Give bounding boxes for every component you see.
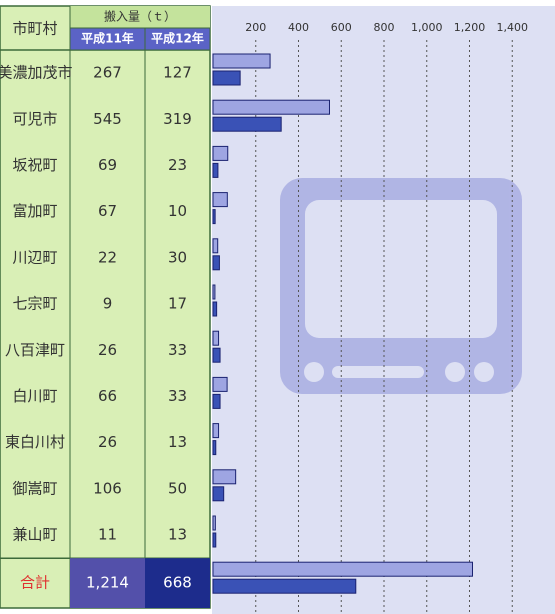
- table-value: 30: [168, 248, 187, 266]
- table-value: 67: [98, 202, 117, 220]
- bar: [212, 192, 228, 208]
- bar: [212, 53, 271, 69]
- bar: [212, 423, 220, 439]
- bar: [212, 393, 221, 409]
- bar: [212, 284, 216, 300]
- bar: [212, 347, 221, 363]
- table-value: 9: [103, 295, 113, 313]
- row-label: 可児市: [12, 110, 57, 128]
- bar: [212, 561, 473, 577]
- table-value: 319: [163, 110, 192, 128]
- table-value: 545: [93, 110, 122, 128]
- bar: [212, 301, 218, 317]
- total-cell: [145, 558, 210, 608]
- series-header: 平成11年: [81, 31, 134, 46]
- row-label: 御嵩町: [12, 479, 57, 497]
- bar: [212, 532, 217, 548]
- bar: [212, 515, 216, 531]
- x-tick-label: 400: [288, 21, 309, 34]
- tv-icon: [280, 178, 522, 394]
- column-header: 市町村: [12, 20, 57, 38]
- x-tick-label: 600: [331, 21, 352, 34]
- bar: [212, 238, 219, 254]
- series-header: 平成12年: [151, 31, 204, 46]
- row-label: 合計: [20, 574, 50, 592]
- table-value: 11: [98, 526, 117, 544]
- value-header: 搬入量（ｔ）: [104, 9, 176, 24]
- x-tick-label: 200: [245, 21, 266, 34]
- bar: [212, 469, 237, 485]
- x-tick-label: 1,400: [497, 21, 529, 34]
- table-value: 1,214: [86, 574, 129, 592]
- table-value: 66: [98, 387, 117, 405]
- value-header-cell: [70, 6, 210, 28]
- bar: [212, 578, 357, 594]
- bar: [212, 376, 228, 392]
- row-label: 七宗町: [12, 295, 57, 313]
- row-label: 富加町: [12, 202, 57, 220]
- bar: [212, 209, 216, 225]
- table-value: 23: [168, 156, 187, 174]
- bar: [212, 486, 225, 502]
- table-value: 668: [163, 574, 192, 592]
- x-tick-label: 1,000: [411, 21, 443, 34]
- row-label: 美濃加茂市: [0, 64, 73, 82]
- table-value: 33: [168, 341, 187, 359]
- total-cell: [70, 558, 145, 608]
- table-value: 10: [168, 202, 187, 220]
- table-value: 13: [168, 526, 187, 544]
- bar: [212, 145, 229, 161]
- table-value: 26: [98, 341, 117, 359]
- bar: [212, 70, 241, 86]
- row-label: 白川町: [12, 387, 57, 405]
- table-value: 127: [163, 64, 192, 82]
- table-value: 267: [93, 64, 122, 82]
- x-tick-label: 800: [374, 21, 395, 34]
- row-label: 八百津町: [5, 341, 65, 359]
- table-value: 17: [168, 295, 187, 313]
- table-value: 13: [168, 433, 187, 451]
- table-value: 26: [98, 433, 117, 451]
- table-value: 22: [98, 248, 117, 266]
- bar: [212, 162, 219, 178]
- row-label: 坂祝町: [12, 156, 57, 174]
- row-label: 川辺町: [12, 248, 57, 266]
- bar: [212, 440, 217, 456]
- x-tick-label: 1,200: [454, 21, 486, 34]
- row-label: 兼山町: [12, 526, 57, 544]
- table-value: 69: [98, 156, 117, 174]
- table-value: 106: [93, 479, 122, 497]
- table-value: 50: [168, 479, 187, 497]
- bar: [212, 116, 282, 132]
- row-label: 東白川村: [5, 433, 65, 451]
- bar: [212, 255, 220, 271]
- table-value: 33: [168, 387, 187, 405]
- bar: [212, 99, 330, 115]
- bar: [212, 330, 220, 346]
